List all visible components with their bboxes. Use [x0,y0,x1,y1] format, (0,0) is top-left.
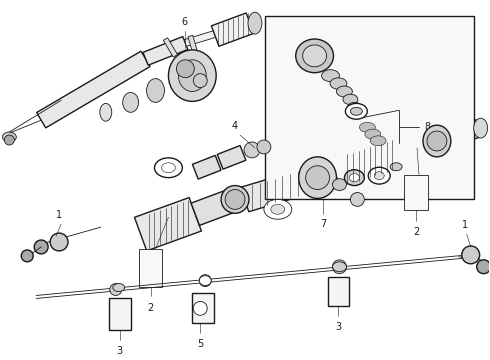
Polygon shape [354,113,392,155]
Ellipse shape [350,193,365,206]
Polygon shape [184,20,251,46]
Ellipse shape [199,276,211,285]
Circle shape [193,74,207,87]
Ellipse shape [344,170,365,185]
Circle shape [50,233,68,251]
Ellipse shape [154,158,182,177]
Ellipse shape [299,157,337,198]
Ellipse shape [162,163,175,173]
Circle shape [34,240,48,254]
Ellipse shape [2,132,16,142]
Circle shape [325,176,334,184]
Circle shape [21,250,33,262]
Ellipse shape [337,86,352,97]
Polygon shape [211,13,254,46]
Polygon shape [396,134,432,163]
Bar [109,298,131,330]
Ellipse shape [100,103,112,121]
Text: 5: 5 [197,339,203,349]
Text: 2: 2 [413,227,419,237]
Ellipse shape [257,140,271,154]
Ellipse shape [169,50,216,102]
Text: 3: 3 [335,322,342,332]
Ellipse shape [368,167,390,184]
Ellipse shape [333,262,346,272]
Text: 7: 7 [320,219,326,229]
Text: 2: 2 [147,303,154,314]
Polygon shape [217,145,246,169]
Ellipse shape [295,39,334,73]
Bar [139,249,163,287]
Ellipse shape [345,103,368,119]
Circle shape [306,166,329,189]
Ellipse shape [360,122,375,132]
Polygon shape [143,37,188,65]
Circle shape [110,284,122,296]
Polygon shape [188,35,197,54]
Ellipse shape [321,70,340,82]
Text: 8: 8 [424,122,430,132]
Ellipse shape [248,12,262,34]
Circle shape [427,131,447,151]
Polygon shape [191,188,239,225]
Ellipse shape [330,78,347,89]
Circle shape [176,60,195,78]
Circle shape [462,246,480,264]
Ellipse shape [343,94,358,105]
Circle shape [477,260,490,274]
Bar [404,175,428,210]
Polygon shape [446,120,482,147]
Polygon shape [241,169,308,212]
Ellipse shape [178,60,206,91]
Ellipse shape [349,174,359,181]
Text: 4: 4 [232,121,238,131]
Polygon shape [163,38,177,57]
Bar [192,293,214,323]
Ellipse shape [333,179,346,190]
Circle shape [305,177,315,186]
Ellipse shape [370,136,386,146]
Text: 1: 1 [462,220,468,230]
Ellipse shape [271,204,285,214]
Ellipse shape [113,284,124,292]
Polygon shape [37,51,150,128]
Polygon shape [335,138,404,187]
Circle shape [199,275,211,287]
Ellipse shape [122,93,139,112]
Circle shape [4,135,14,145]
Text: 1: 1 [56,210,62,220]
Ellipse shape [244,142,260,158]
Ellipse shape [264,199,292,219]
Circle shape [193,301,207,315]
Ellipse shape [390,163,402,171]
Ellipse shape [365,129,381,139]
Polygon shape [382,149,400,169]
Ellipse shape [321,173,338,186]
Text: 6: 6 [181,17,187,27]
Bar [327,276,349,306]
Ellipse shape [474,118,488,138]
Ellipse shape [374,172,384,180]
Ellipse shape [303,45,326,67]
Text: 3: 3 [117,346,123,356]
Ellipse shape [147,78,165,102]
Ellipse shape [347,102,361,112]
Polygon shape [193,156,221,179]
Ellipse shape [423,125,451,157]
Ellipse shape [221,185,249,213]
Polygon shape [134,198,201,251]
Ellipse shape [350,107,362,115]
Bar [265,16,474,199]
Circle shape [333,260,346,274]
Circle shape [225,189,245,209]
